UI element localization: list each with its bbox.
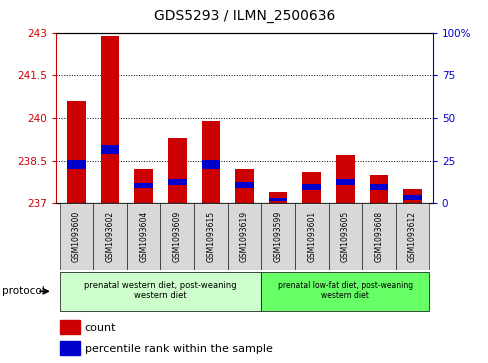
Bar <box>60 320 80 334</box>
Bar <box>235 182 253 188</box>
FancyBboxPatch shape <box>261 272 428 310</box>
Bar <box>101 36 119 203</box>
Bar <box>294 203 328 270</box>
Bar <box>60 341 80 355</box>
Text: GSM1093609: GSM1093609 <box>172 211 182 262</box>
Bar <box>369 175 387 203</box>
Bar <box>268 192 287 203</box>
Text: prenatal low-fat diet, post-weaning
western diet: prenatal low-fat diet, post-weaning west… <box>277 281 412 300</box>
Bar <box>227 203 261 270</box>
Text: GSM1093605: GSM1093605 <box>340 211 349 262</box>
Text: GSM1093601: GSM1093601 <box>306 211 316 262</box>
Bar <box>201 160 220 168</box>
Text: GSM1093599: GSM1093599 <box>273 211 282 262</box>
Bar <box>134 183 153 188</box>
FancyBboxPatch shape <box>60 272 261 310</box>
Bar <box>395 203 428 270</box>
Bar <box>335 155 354 203</box>
Bar <box>168 138 186 203</box>
Bar <box>168 179 186 185</box>
Text: protocol: protocol <box>2 286 45 296</box>
Bar <box>302 184 320 189</box>
Bar <box>302 172 320 203</box>
Text: GSM1093608: GSM1093608 <box>374 211 383 262</box>
Bar <box>67 160 85 168</box>
Bar <box>201 121 220 203</box>
Bar <box>268 198 287 201</box>
Bar <box>194 203 227 270</box>
Text: GSM1093612: GSM1093612 <box>407 211 416 262</box>
Bar <box>261 203 294 270</box>
Text: GSM1093602: GSM1093602 <box>105 211 114 262</box>
Bar <box>403 195 421 200</box>
Text: GSM1093604: GSM1093604 <box>139 211 148 262</box>
Text: prenatal western diet, post-weaning
western diet: prenatal western diet, post-weaning west… <box>84 281 236 300</box>
Bar <box>369 184 387 189</box>
Text: GSM1093600: GSM1093600 <box>72 211 81 262</box>
Text: GDS5293 / ILMN_2500636: GDS5293 / ILMN_2500636 <box>154 9 334 23</box>
Bar <box>328 203 362 270</box>
Bar <box>235 169 253 203</box>
Text: percentile rank within the sample: percentile rank within the sample <box>85 344 272 354</box>
Text: GSM1093615: GSM1093615 <box>206 211 215 262</box>
Bar <box>67 101 85 203</box>
Bar <box>134 169 153 203</box>
Bar <box>101 145 119 154</box>
Bar <box>403 189 421 203</box>
Bar <box>160 203 194 270</box>
Text: count: count <box>85 323 116 333</box>
Bar <box>362 203 395 270</box>
Bar <box>126 203 160 270</box>
Bar <box>93 203 126 270</box>
Text: GSM1093619: GSM1093619 <box>240 211 248 262</box>
Bar <box>335 179 354 185</box>
Bar <box>60 203 93 270</box>
